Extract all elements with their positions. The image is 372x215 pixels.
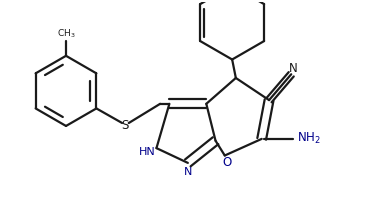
Text: O: O	[222, 156, 231, 169]
Text: CH$_3$: CH$_3$	[57, 28, 75, 40]
Text: N: N	[184, 167, 192, 177]
Text: HN: HN	[139, 147, 155, 157]
Text: S: S	[121, 120, 129, 132]
Text: NH$_2$: NH$_2$	[297, 131, 321, 146]
Text: N: N	[289, 62, 298, 75]
